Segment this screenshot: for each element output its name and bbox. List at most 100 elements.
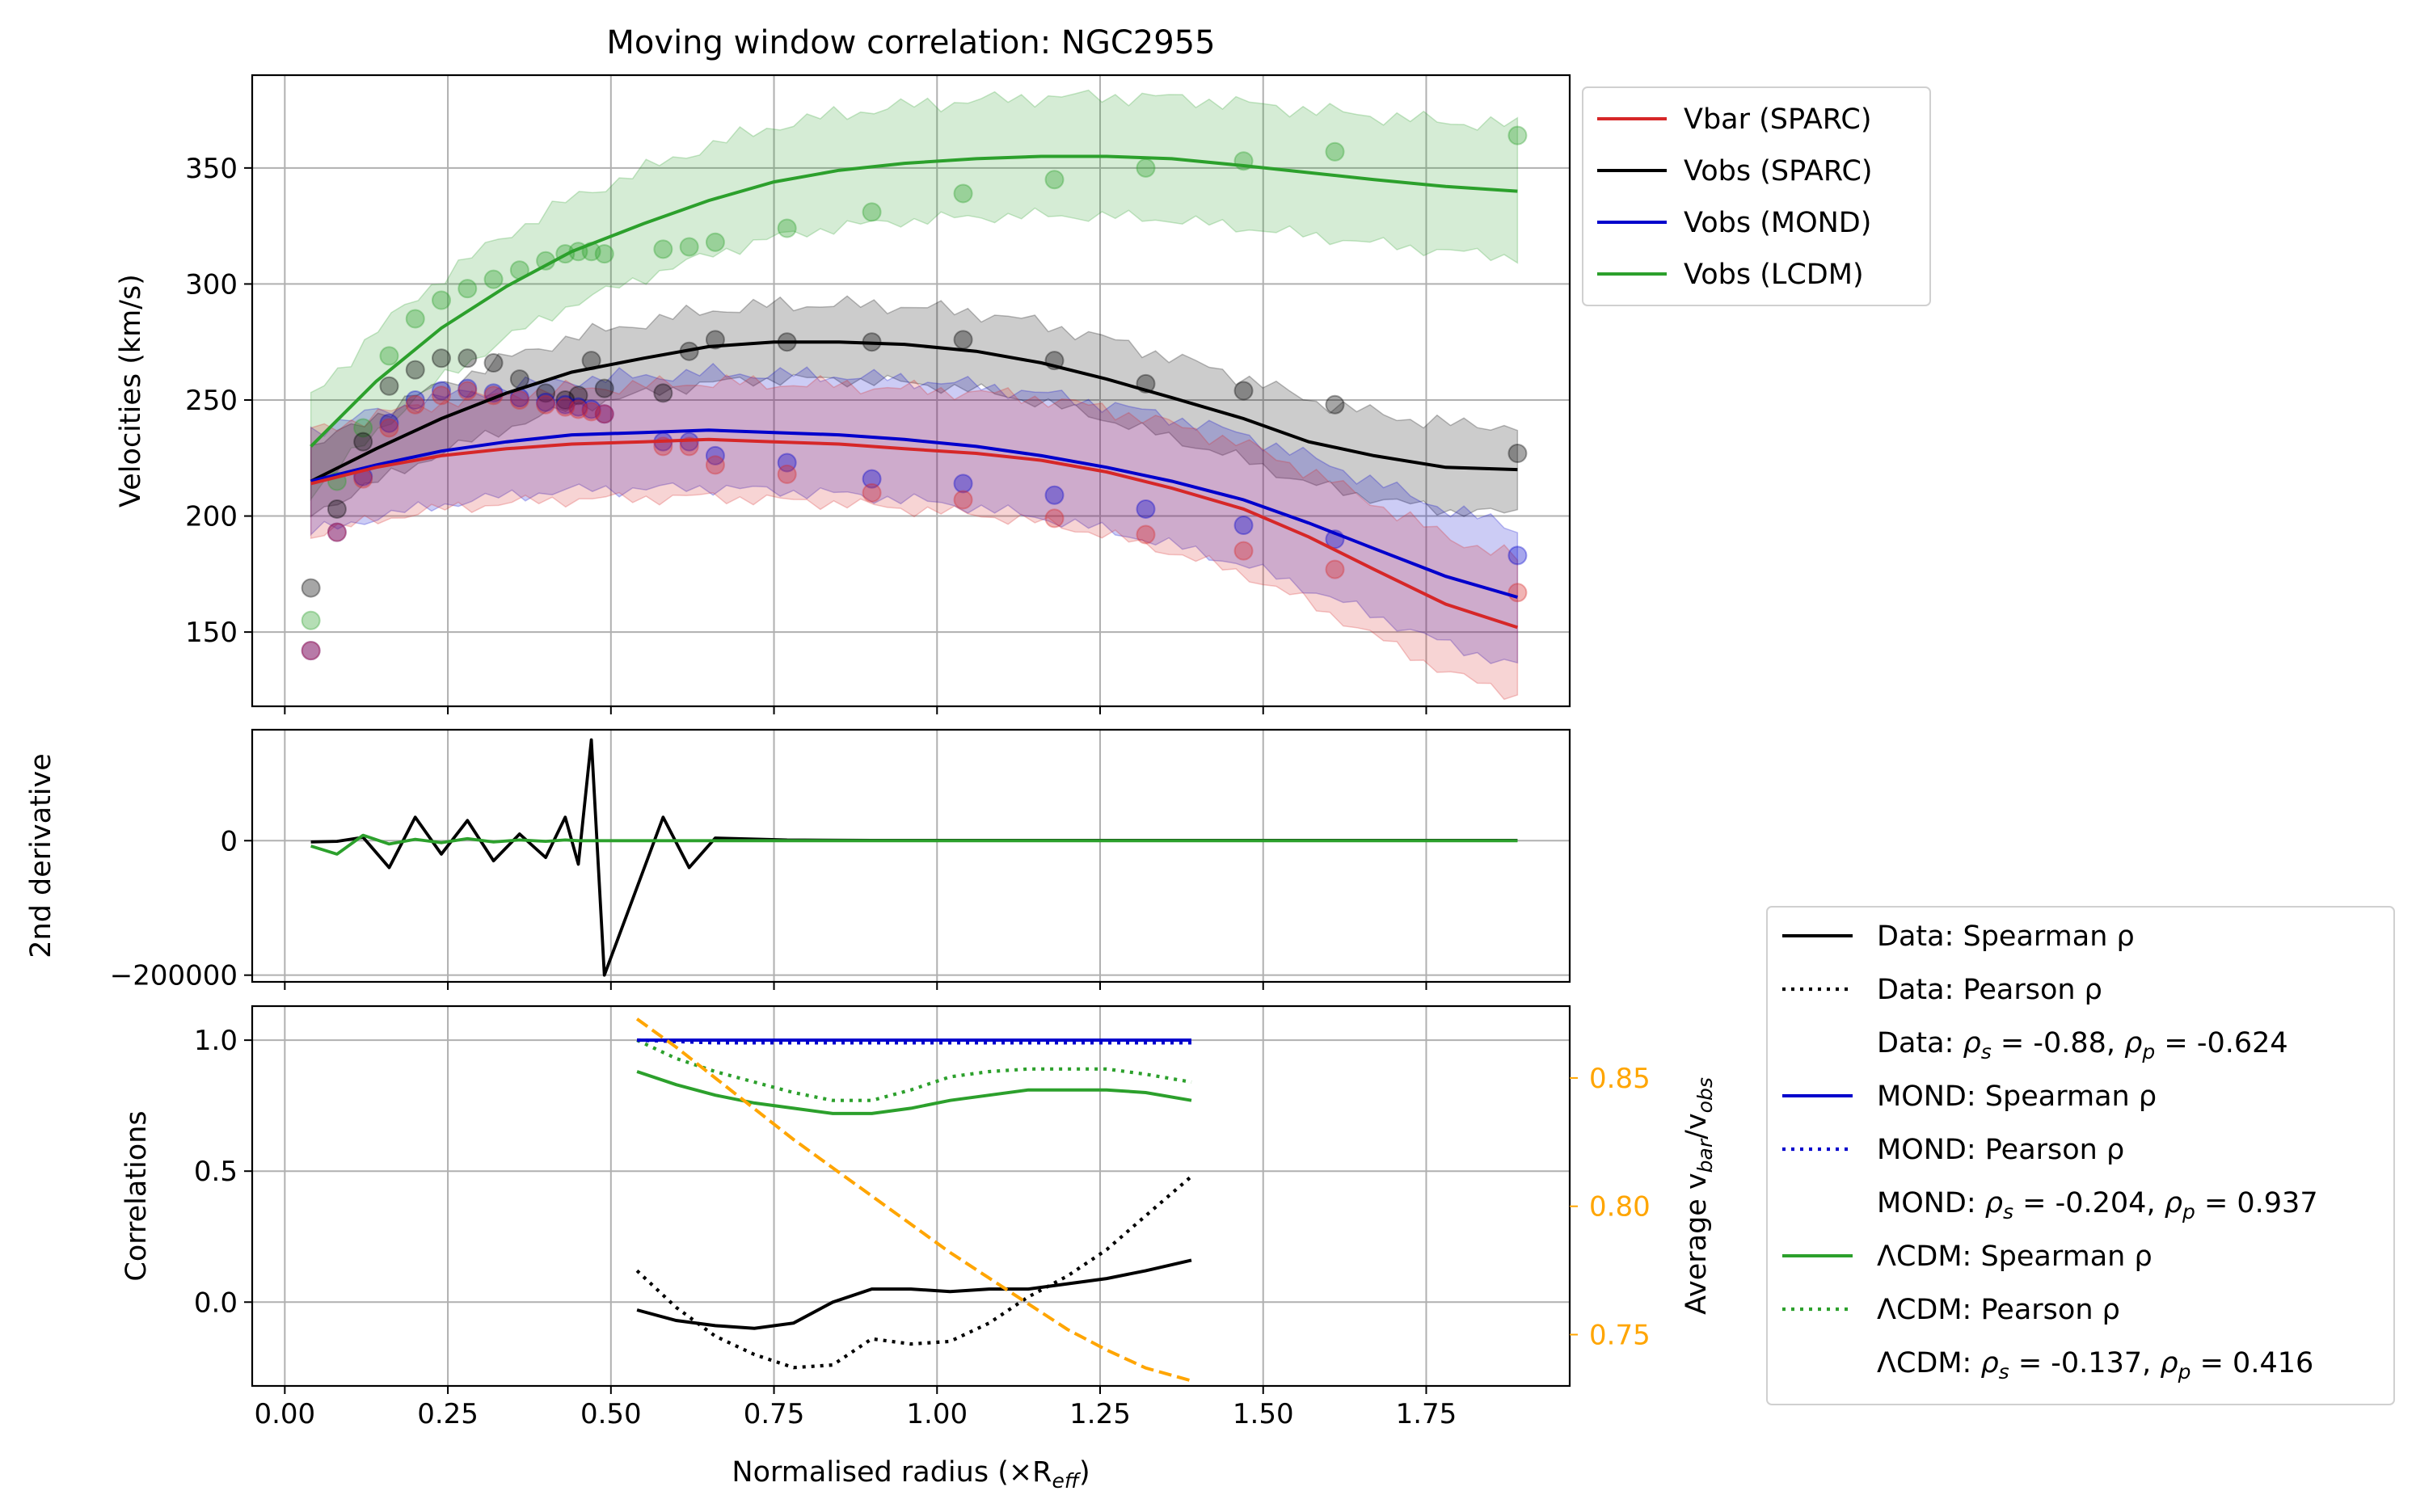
data-point bbox=[594, 404, 614, 424]
data-point bbox=[1233, 541, 1254, 561]
correlation-legend: Data: Spearman ρ Data: Pearson ρ Data: ρs … bbox=[1766, 906, 2395, 1405]
data-point bbox=[536, 392, 556, 412]
data-point bbox=[483, 353, 504, 373]
data-point bbox=[862, 202, 882, 222]
data-point bbox=[457, 348, 478, 369]
correlation-line bbox=[635, 1175, 1193, 1370]
data-point bbox=[1507, 125, 1528, 145]
data-point bbox=[1507, 444, 1528, 464]
data-point bbox=[705, 455, 725, 475]
y-axis-label: Velocities (km/s) bbox=[115, 274, 147, 508]
y-tick-label: 1.0 bbox=[194, 1025, 238, 1057]
data-point bbox=[679, 436, 699, 457]
text-part: = bbox=[2155, 1027, 2197, 1059]
correlation-line bbox=[637, 1038, 1191, 1045]
data-point bbox=[1507, 545, 1528, 566]
data-point bbox=[457, 378, 478, 398]
data-point bbox=[555, 397, 576, 417]
text-part: ρ bbox=[1980, 1347, 1998, 1379]
text-part: ρ bbox=[1985, 1187, 2003, 1219]
data-point bbox=[457, 279, 478, 299]
text-part: p bbox=[2182, 1200, 2195, 1223]
correlation-panel: 0.00 0.25 0.50 0.75 1.00 1.25 1.50 1.75 0.0 0.5 1.… bbox=[120, 1004, 1717, 1493]
legend-label: MOND: Pearson ρ bbox=[1877, 1134, 2124, 1166]
data-point bbox=[862, 482, 882, 503]
text-part: = bbox=[2013, 1187, 2055, 1219]
data-point bbox=[1136, 524, 1156, 545]
data-point bbox=[705, 330, 725, 350]
data-point bbox=[953, 490, 973, 510]
data-point bbox=[432, 290, 452, 310]
data-point bbox=[1233, 516, 1254, 536]
text-part: p bbox=[2178, 1360, 2191, 1384]
text-part: ρ bbox=[1963, 1027, 1981, 1059]
data-point bbox=[953, 330, 973, 350]
data-point bbox=[679, 237, 699, 257]
text-part: Normalised radius (×R bbox=[732, 1456, 1052, 1489]
data-point bbox=[777, 218, 797, 238]
data-point bbox=[953, 474, 973, 494]
text-part: = bbox=[2195, 1187, 2237, 1219]
legend-label: Vobs (MOND) bbox=[1684, 207, 1871, 239]
legend-note: MOND: ρs = -0.204, ρp = 0.937 bbox=[1877, 1187, 2318, 1223]
data-point bbox=[1325, 394, 1345, 415]
legend-label: Data: Pearson ρ bbox=[1877, 974, 2102, 1006]
secondary-y-axis-label: Average vbar/vobs bbox=[1680, 1077, 1717, 1315]
data-point bbox=[568, 397, 588, 417]
uncertainty-band bbox=[310, 362, 1519, 664]
x-tick-label: 0.50 bbox=[580, 1398, 642, 1430]
x-tick-label: 0.25 bbox=[417, 1398, 479, 1430]
data-point bbox=[653, 239, 673, 259]
data-point bbox=[432, 385, 452, 406]
legend-label: ΛCDM: Pearson ρ bbox=[1877, 1294, 2120, 1326]
secondary-y-tick-label: 0.75 bbox=[1589, 1319, 1651, 1351]
text-part: -0.204 bbox=[2055, 1187, 2147, 1219]
text-part: ΛCDM: bbox=[1877, 1347, 1980, 1379]
data-point bbox=[432, 348, 452, 369]
data-point bbox=[777, 453, 797, 473]
text-part: s bbox=[1999, 1360, 2009, 1384]
data-point bbox=[379, 376, 399, 396]
data-point bbox=[509, 390, 529, 410]
fit-line bbox=[310, 437, 1519, 630]
x-tick-label: 0.75 bbox=[744, 1398, 805, 1430]
text-part: Data: bbox=[1877, 1027, 1963, 1059]
data-point bbox=[653, 383, 673, 403]
data-point bbox=[301, 641, 321, 661]
y-tick-label: 150 bbox=[185, 617, 238, 649]
x-tick-label: 0.00 bbox=[254, 1398, 315, 1430]
derivative-line bbox=[310, 833, 1518, 856]
text-part: s bbox=[2003, 1200, 2013, 1223]
data-point bbox=[581, 399, 601, 419]
fit-line bbox=[310, 154, 1518, 448]
data-point bbox=[1136, 499, 1156, 519]
x-tick-label: 1.00 bbox=[906, 1398, 968, 1430]
data-point bbox=[379, 413, 399, 433]
data-point bbox=[581, 402, 601, 422]
text-part: , bbox=[2146, 1187, 2164, 1219]
text-part: obs bbox=[1693, 1077, 1717, 1113]
uncertainty-band bbox=[310, 295, 1519, 518]
text-part: s bbox=[1981, 1040, 1992, 1063]
data-point bbox=[353, 418, 373, 438]
secondary-y-tick-label: 0.80 bbox=[1589, 1191, 1651, 1223]
text-part: bar bbox=[1693, 1138, 1717, 1173]
data-point bbox=[594, 244, 614, 264]
legend-label: Data: Spearman ρ bbox=[1877, 920, 2135, 953]
data-point bbox=[536, 394, 556, 415]
x-tick-label: 1.25 bbox=[1069, 1398, 1131, 1430]
text-part: -0.88 bbox=[2033, 1027, 2106, 1059]
data-point bbox=[1507, 583, 1528, 603]
legend-label: ΛCDM: Spearman ρ bbox=[1877, 1240, 2152, 1273]
velocity-panel: 150 200 250 300 350 Moving window correlation… bbox=[115, 24, 1571, 714]
text-part: = bbox=[2190, 1347, 2233, 1379]
text-part: p bbox=[2141, 1040, 2155, 1063]
fit-line bbox=[310, 340, 1518, 483]
text-part: Average v bbox=[1680, 1173, 1713, 1315]
y-tick-label: 350 bbox=[185, 153, 238, 185]
data-point bbox=[432, 381, 452, 401]
data-point bbox=[405, 309, 425, 329]
text-part: = bbox=[2009, 1347, 2051, 1379]
y-tick-label: 0.0 bbox=[194, 1287, 238, 1319]
